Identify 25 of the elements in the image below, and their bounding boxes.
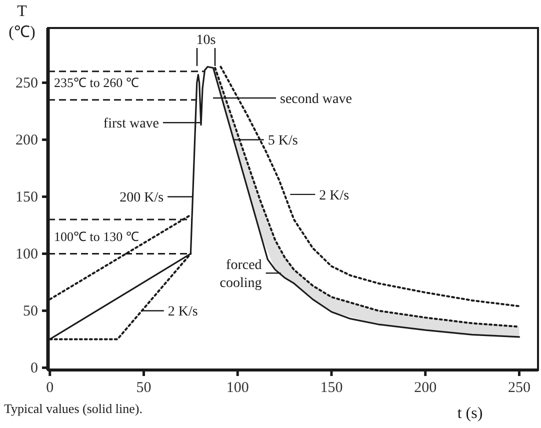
x-tick-label: 0 [46, 380, 54, 396]
y-axis-title: T (℃) [8, 3, 36, 41]
annotation: 100℃ to 130 ℃ [54, 229, 139, 244]
annotation: 5 K/s [268, 134, 298, 149]
annotation: 2 K/s [168, 304, 198, 320]
y-tick-label: 250 [16, 76, 38, 92]
annotation: second wave [280, 92, 352, 107]
text: Typical values (solid line). [4, 401, 142, 416]
x-tick-label: 200 [414, 380, 437, 396]
y-tick-label: 150 [16, 190, 38, 206]
annotation: first wave [103, 116, 160, 132]
annotation: 2 K/s [319, 188, 350, 204]
annotation: forced cooling [220, 258, 262, 292]
x-tick-label: 50 [136, 380, 152, 396]
y-tick-label: 200 [16, 132, 38, 149]
y-tick-label: 50 [23, 304, 38, 320]
y-tick-label: 0 [30, 360, 38, 377]
x-tick-label: 100 [226, 380, 249, 396]
x-axis-title: t (s) [457, 405, 483, 422]
y-tick-label: 100 [16, 246, 38, 263]
x-tick-label: 150 [320, 380, 343, 396]
annotation: 200 K/s [120, 190, 164, 206]
annotation: 235℃ to 260 ℃ [54, 75, 139, 90]
x-tick-label: 250 [508, 380, 530, 396]
annotation: 10s [196, 33, 216, 48]
